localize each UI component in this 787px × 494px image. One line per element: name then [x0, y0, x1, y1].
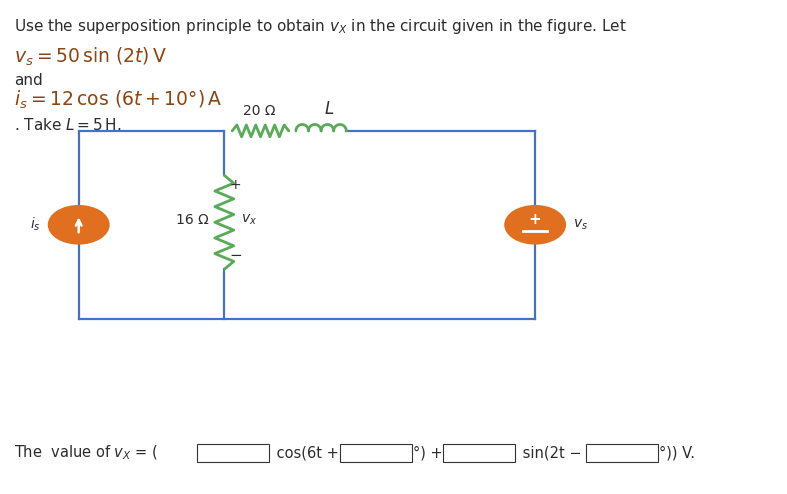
Text: °)) V.: °)) V.: [659, 446, 695, 460]
Text: +: +: [230, 178, 242, 192]
FancyBboxPatch shape: [443, 444, 515, 462]
Text: 20 Ω: 20 Ω: [243, 104, 276, 118]
Text: $v_s = 50\,\sin\,(2t)\,\mathrm{V}$: $v_s = 50\,\sin\,(2t)\,\mathrm{V}$: [14, 45, 167, 68]
FancyBboxPatch shape: [340, 444, 412, 462]
FancyBboxPatch shape: [197, 444, 268, 462]
Text: °) +: °) +: [412, 446, 442, 460]
Text: . Take $L = 5\,\mathrm{H}.$: . Take $L = 5\,\mathrm{H}.$: [14, 117, 122, 133]
Text: $i_s$: $i_s$: [30, 216, 41, 234]
Text: $v_x$: $v_x$: [241, 212, 257, 227]
Text: Use the superposition principle to obtain $v_X$ in the circuit given in the figu: Use the superposition principle to obtai…: [14, 17, 627, 36]
Text: −: −: [230, 248, 242, 263]
Text: $i_s = 12\,\cos\,(6t + 10°)\,\mathrm{A}$: $i_s = 12\,\cos\,(6t + 10°)\,\mathrm{A}$: [14, 89, 222, 111]
Text: +: +: [529, 211, 541, 227]
Text: cos(6t +: cos(6t +: [272, 446, 338, 460]
Text: 16 Ω: 16 Ω: [176, 213, 209, 227]
Circle shape: [505, 206, 565, 244]
Circle shape: [49, 206, 109, 244]
Text: $v_s$: $v_s$: [573, 217, 588, 232]
Text: The  value of $v_X$ = (: The value of $v_X$ = (: [14, 444, 158, 462]
FancyBboxPatch shape: [586, 444, 658, 462]
Text: $L$: $L$: [323, 100, 334, 118]
Text: sin(2t −: sin(2t −: [518, 446, 582, 460]
Text: and: and: [14, 73, 43, 88]
